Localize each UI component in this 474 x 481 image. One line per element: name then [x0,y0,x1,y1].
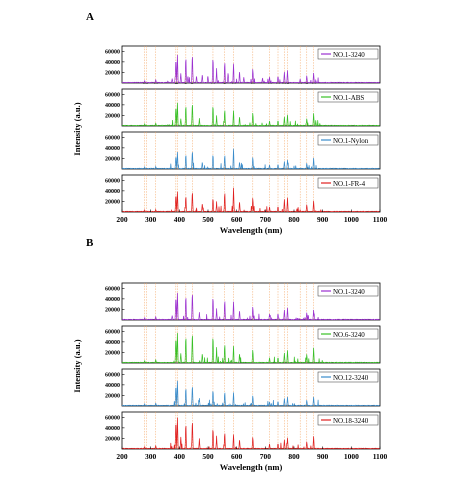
legend: NO.12-3240 [317,371,379,383]
legend: NO.1-3240 [317,48,379,60]
y-tick-label: 60000 [105,286,120,292]
y-tick-label: 40000 [105,146,120,152]
x-tick-label: 200 [116,452,128,461]
y-tick-label: 60000 [105,415,120,421]
legend-box [317,177,379,189]
legend: NO.1-ABS [317,91,379,103]
y-tick-label: 60000 [105,135,120,141]
x-tick-label: 300 [145,452,157,461]
x-axis-label: Wavelength (nm) [220,225,283,235]
y-tick-label: 60000 [105,49,120,55]
legend-box [317,328,379,340]
y-tick-label: 20000 [105,156,120,162]
x-tick-label: 500 [202,215,214,224]
spectrum-line [121,187,380,213]
y-tick-label: 40000 [105,426,120,432]
legend-box [317,285,379,297]
panel-label: A [86,11,94,23]
spectrum-line [122,380,380,407]
legend-label: NO.12-3240 [333,374,369,382]
legend-label: NO.6-3240 [333,331,365,339]
x-axis-label: Wavelength (nm) [220,462,283,472]
x-tick-label: 1000 [344,215,359,224]
x-tick-label: 700 [260,452,272,461]
legend-label: NO.1-3240 [333,51,365,59]
x-tick-label: 400 [174,452,186,461]
subplot-NO.6-3240: 20000 40000 60000 NO.6-3240 [105,325,381,364]
y-tick-label: 20000 [105,113,120,119]
y-tick-label: 20000 [105,436,120,442]
y-tick-label: 20000 [105,70,120,76]
y-tick-label: 40000 [105,297,120,303]
subplot-NO.1-3240: 20000 40000 60000 NO.1-3240 [105,45,381,84]
legend-box [317,371,379,383]
spectrum-line [121,148,380,170]
panel-label: B [86,237,94,249]
legend-label: NO.18-3240 [333,417,369,425]
x-tick-label: 800 [288,215,300,224]
subplot-NO.1-FR-4: 20000 40000 60000 NO.1-FR-4 [105,174,381,213]
legend-label: NO.1-FR-4 [333,180,366,188]
y-tick-label: 60000 [105,92,120,98]
x-tick-label: 800 [288,452,300,461]
panel-B: BMg 279.1 nmFe 315.4 nmFe 317.5 nmCr 387… [72,237,388,472]
legend-box [317,414,379,426]
legend: NO.1-Nylon [317,134,379,146]
y-tick-label: 20000 [105,350,120,356]
x-tick-label: 400 [174,215,186,224]
x-tick-label: 1000 [344,452,359,461]
legend-label: NO.1-Nylon [333,137,369,145]
subplot-NO.18-3240: 20000 40000 60000 NO.18-3240 [105,411,381,450]
y-axis-label: Intensity (a.u.) [72,102,82,155]
legend: NO.1-FR-4 [317,177,379,189]
y-tick-label: 40000 [105,60,120,66]
subplot-NO.1-3240: 20000 40000 60000 NO.1-3240 [105,282,381,321]
x-tick-label: 900 [317,452,329,461]
spectrum-line [121,332,380,364]
legend-box [317,134,379,146]
legend-label: NO.1-3240 [333,288,365,296]
spectrum-line [121,54,380,84]
legend-box [317,48,379,60]
subplot-NO.1-ABS: 20000 40000 60000 NO.1-ABS [105,88,381,127]
legend: NO.18-3240 [317,414,379,426]
subplot-NO.1-Nylon: 20000 40000 60000 NO.1-Nylon [105,131,381,170]
y-tick-label: 20000 [105,393,120,399]
x-tick-label: 1100 [373,215,388,224]
legend-label: NO.1-ABS [333,94,364,102]
panel-A: AMg 279.1 nmFe 315.4 nmFe 317.5 nmCr 387… [72,11,388,235]
legend: NO.1-3240 [317,285,379,297]
y-tick-label: 40000 [105,189,120,195]
y-tick-label: 20000 [105,307,120,313]
legend-box [317,91,379,103]
spectrum-line [121,292,380,321]
y-axis-label: Intensity (a.u.) [72,339,82,392]
x-tick-label: 300 [145,215,157,224]
legend: NO.6-3240 [317,328,379,340]
subplot-NO.12-3240: 20000 40000 60000 NO.12-3240 [105,368,381,407]
y-tick-label: 20000 [105,199,120,205]
y-tick-label: 60000 [105,372,120,378]
x-tick-label: 700 [260,215,272,224]
x-tick-label: 900 [317,215,329,224]
y-tick-label: 60000 [105,329,120,335]
y-tick-label: 40000 [105,103,120,109]
x-tick-label: 600 [231,452,243,461]
x-tick-label: 600 [231,215,243,224]
x-tick-label: 200 [116,215,128,224]
plot-frame [121,411,381,450]
y-tick-label: 40000 [105,340,120,346]
x-tick-label: 500 [202,452,214,461]
x-tick-label: 1100 [373,452,388,461]
y-tick-label: 40000 [105,383,120,389]
y-tick-label: 60000 [105,178,120,184]
spectrum-line [121,417,380,450]
spectrum-line [121,102,380,127]
